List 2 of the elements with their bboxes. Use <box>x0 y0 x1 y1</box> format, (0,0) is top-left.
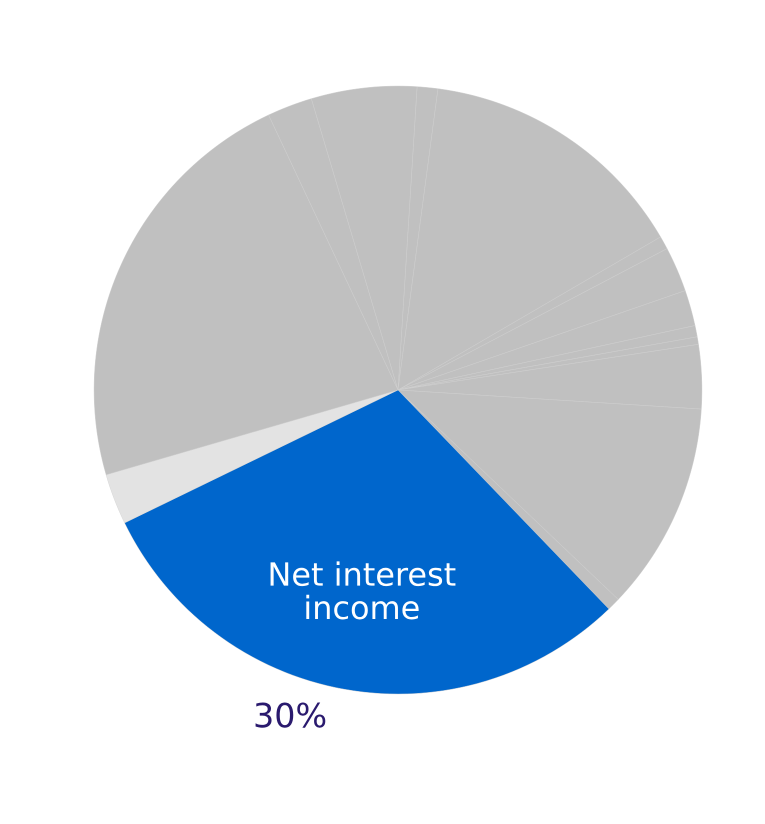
data-label: 30% <box>256 702 326 728</box>
slice-label: Net interest income <box>270 561 456 620</box>
